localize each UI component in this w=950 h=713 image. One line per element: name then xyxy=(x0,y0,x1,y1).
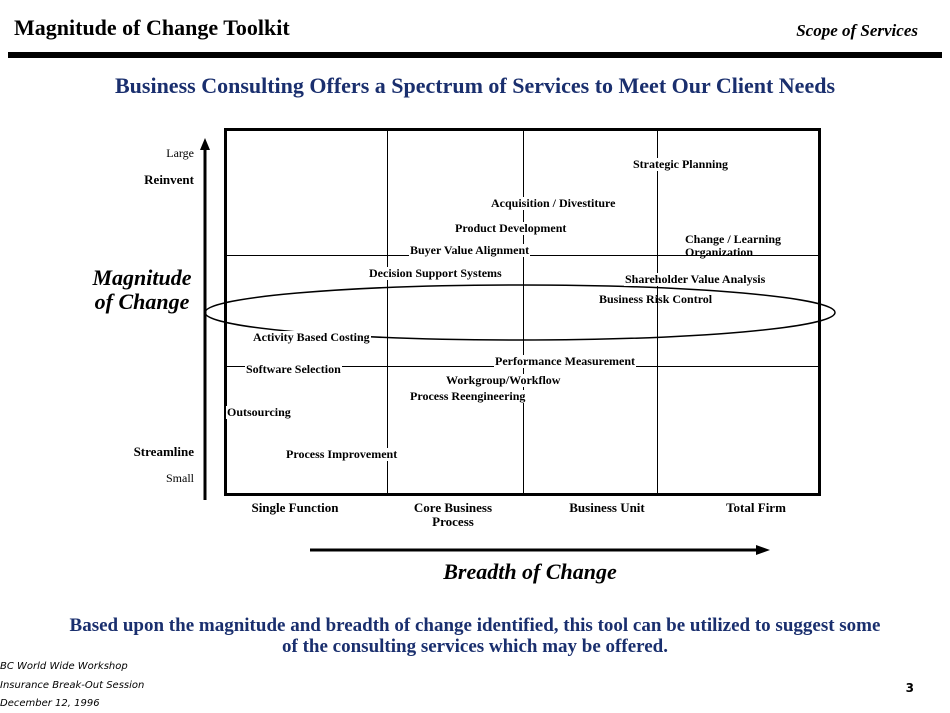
focus-oval xyxy=(204,284,836,341)
y-axis-top-label: Reinvent xyxy=(144,172,194,187)
x-axis-category-core-business-process: Core Business Process xyxy=(413,500,493,529)
x-axis-arrow xyxy=(310,545,770,555)
footer-event: BC World Wide Workshop xyxy=(0,661,128,672)
service-organization: Organization xyxy=(685,245,753,259)
y-axis-bottom-small-label: Small xyxy=(165,471,194,485)
service-buyer-value-alignment: Buyer Value Alignment xyxy=(409,243,531,257)
service-product-development: Product Development xyxy=(454,221,568,235)
conclusion-text: Based upon the magnitude and breadth of … xyxy=(69,615,881,657)
service-activity-based-costing: Activity Based Costing xyxy=(252,330,371,344)
section-label: Scope of Services xyxy=(796,21,918,40)
footer-date: December 12, 1996 xyxy=(0,698,100,709)
y-axis-arrow xyxy=(200,138,210,500)
page-title: Magnitude of Change Toolkit xyxy=(14,15,290,40)
service-process-reengineering: Process Reengineering xyxy=(409,389,527,403)
x-axis-category-business-unit: Business Unit xyxy=(569,500,645,515)
service-strategic-planning: Strategic Planning xyxy=(632,157,729,171)
service-workgroup-workflow: Workgroup/Workflow xyxy=(445,373,562,387)
footer-session: Insurance Break-Out Session xyxy=(0,680,145,691)
service-shareholder-value-analysis: Shareholder Value Analysis xyxy=(624,272,767,286)
y-axis-top-small-label: Large xyxy=(166,146,194,160)
service-acquisition-divestiture: Acquisition / Divestiture xyxy=(490,196,617,210)
grid-vline-1 xyxy=(387,131,388,493)
page-number: 3 xyxy=(905,681,914,695)
header-divider xyxy=(8,52,942,58)
service-change-learning: Change / Learning xyxy=(685,232,782,246)
service-software-selection: Software Selection xyxy=(245,362,342,376)
y-axis-title: Magnitude of Change xyxy=(92,265,192,314)
x-axis-category-single-function: Single Function xyxy=(251,500,339,515)
grid-vline-2 xyxy=(523,131,524,493)
service-outsourcing: Outsourcing xyxy=(226,405,292,419)
headline: Business Consulting Offers a Spectrum of… xyxy=(114,73,836,98)
x-axis-title: Breadth of Change xyxy=(443,559,617,584)
service-performance-measurement: Performance Measurement xyxy=(494,354,637,368)
y-axis-bottom-label: Streamline xyxy=(133,444,194,459)
service-decision-support-systems: Decision Support Systems xyxy=(368,266,503,280)
x-axis-category-total-firm: Total Firm xyxy=(726,500,786,515)
grid-vline-3 xyxy=(657,131,658,493)
service-process-improvement: Process Improvement xyxy=(285,447,399,461)
service-business-risk-control: Business Risk Control xyxy=(599,292,713,306)
